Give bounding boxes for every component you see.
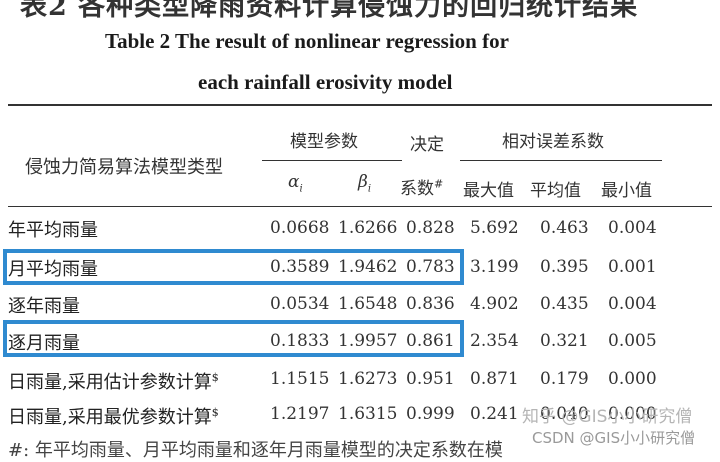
cell-beta: 1.9462 [338,257,398,277]
cell-alpha: 1.2197 [270,404,330,424]
cell-mean: 0.321 [540,331,589,351]
cell-max: 2.354 [470,331,519,351]
header-mean: 平均值 [530,181,581,201]
highlight-box-monthly [3,320,464,357]
top-rule [8,104,712,106]
cell-r2: 0.783 [406,257,455,277]
header-relative-error: 相对误差系数 [502,132,604,152]
cell-beta: 1.9957 [338,331,398,351]
header-coefficient: 系数# [400,177,444,199]
cell-mean: 0.040 [540,404,589,424]
header-max: 最大值 [463,181,514,201]
header-alpha: αi [288,172,303,195]
cell-min: 0.004 [608,218,657,238]
cell-min: 0.001 [608,257,657,277]
header-decision: 决定 [410,135,444,155]
row-label: 逐年雨量 [8,296,80,317]
sub-rule-errors [460,160,662,161]
cell-mean: 0.463 [540,218,589,238]
cell-alpha: 0.1833 [270,331,330,351]
cell-min: 0.004 [608,294,657,314]
row-label: 逐月雨量 [8,333,80,354]
cell-alpha: 0.0534 [270,294,330,314]
cell-beta: 1.6273 [338,369,398,389]
header-model-type: 侵蚀力简易算法模型类型 [25,157,223,178]
header-model-params: 模型参数 [290,132,358,152]
cell-max: 3.199 [470,257,519,277]
cell-beta: 1.6266 [338,218,398,238]
highlight-box-monthly-mean [3,249,464,285]
sub-rule-params [262,160,402,161]
row-label: 日雨量,采用估计参数计算$ [8,371,219,393]
cell-min: 0.000 [608,404,657,424]
footnote: #: 年平均雨量、月平均雨量和逐年月雨量模型的决定系数在模 [8,440,503,461]
table-title-cn: 表2 各种类型降雨资料计算侵蚀力的回归统计结果 [20,0,639,22]
cell-r2: 0.999 [406,404,455,424]
cell-min: 0.000 [608,369,657,389]
cell-mean: 0.395 [540,257,589,277]
cell-alpha: 1.1515 [270,369,330,389]
cell-r2: 0.861 [406,331,455,351]
row-label: 年平均雨量 [8,220,98,241]
cell-max: 5.692 [470,218,519,238]
cell-max: 0.871 [470,369,519,389]
cell-mean: 0.435 [540,294,589,314]
cell-max: 4.902 [470,294,519,314]
cell-alpha: 0.0668 [270,218,330,238]
cell-r2: 0.836 [406,294,455,314]
cell-r2: 0.828 [406,218,455,238]
cell-beta: 1.6315 [338,404,398,424]
cell-mean: 0.179 [540,369,589,389]
header-beta: βi [358,172,372,195]
watermark-zhihu: 知乎 @GIS小小研究僧 [522,407,693,427]
row-label: 月平均雨量 [8,259,98,280]
cell-min: 0.005 [608,331,657,351]
header-min: 最小值 [601,181,652,201]
cell-beta: 1.6548 [338,294,398,314]
cell-max: 0.241 [470,404,519,424]
header-rule [8,206,712,207]
watermark-csdn: CSDN @GIS小小研究僧 [532,429,696,447]
cell-alpha: 0.3589 [270,257,330,277]
table-title-en-line1: Table 2 The result of nonlinear regressi… [105,29,509,53]
cell-r2: 0.951 [406,369,455,389]
row-label: 日雨量,采用最优参数计算$ [8,406,219,428]
table-title-en-line2: each rainfall erosivity model [198,70,453,94]
